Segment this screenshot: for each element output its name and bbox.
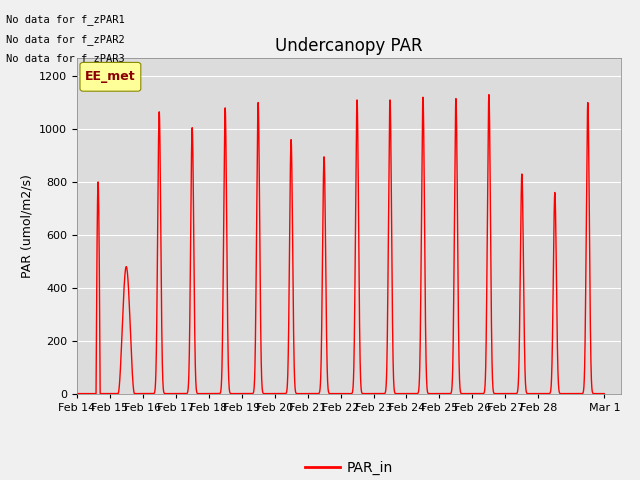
Text: EE_met: EE_met [85,70,136,84]
Legend: PAR_in: PAR_in [300,456,398,480]
Text: No data for f_zPAR2: No data for f_zPAR2 [6,34,125,45]
Y-axis label: PAR (umol/m2/s): PAR (umol/m2/s) [20,174,33,277]
Text: No data for f_zPAR3: No data for f_zPAR3 [6,53,125,64]
Title: Undercanopy PAR: Undercanopy PAR [275,36,422,55]
Text: No data for f_zPAR1: No data for f_zPAR1 [6,14,125,25]
